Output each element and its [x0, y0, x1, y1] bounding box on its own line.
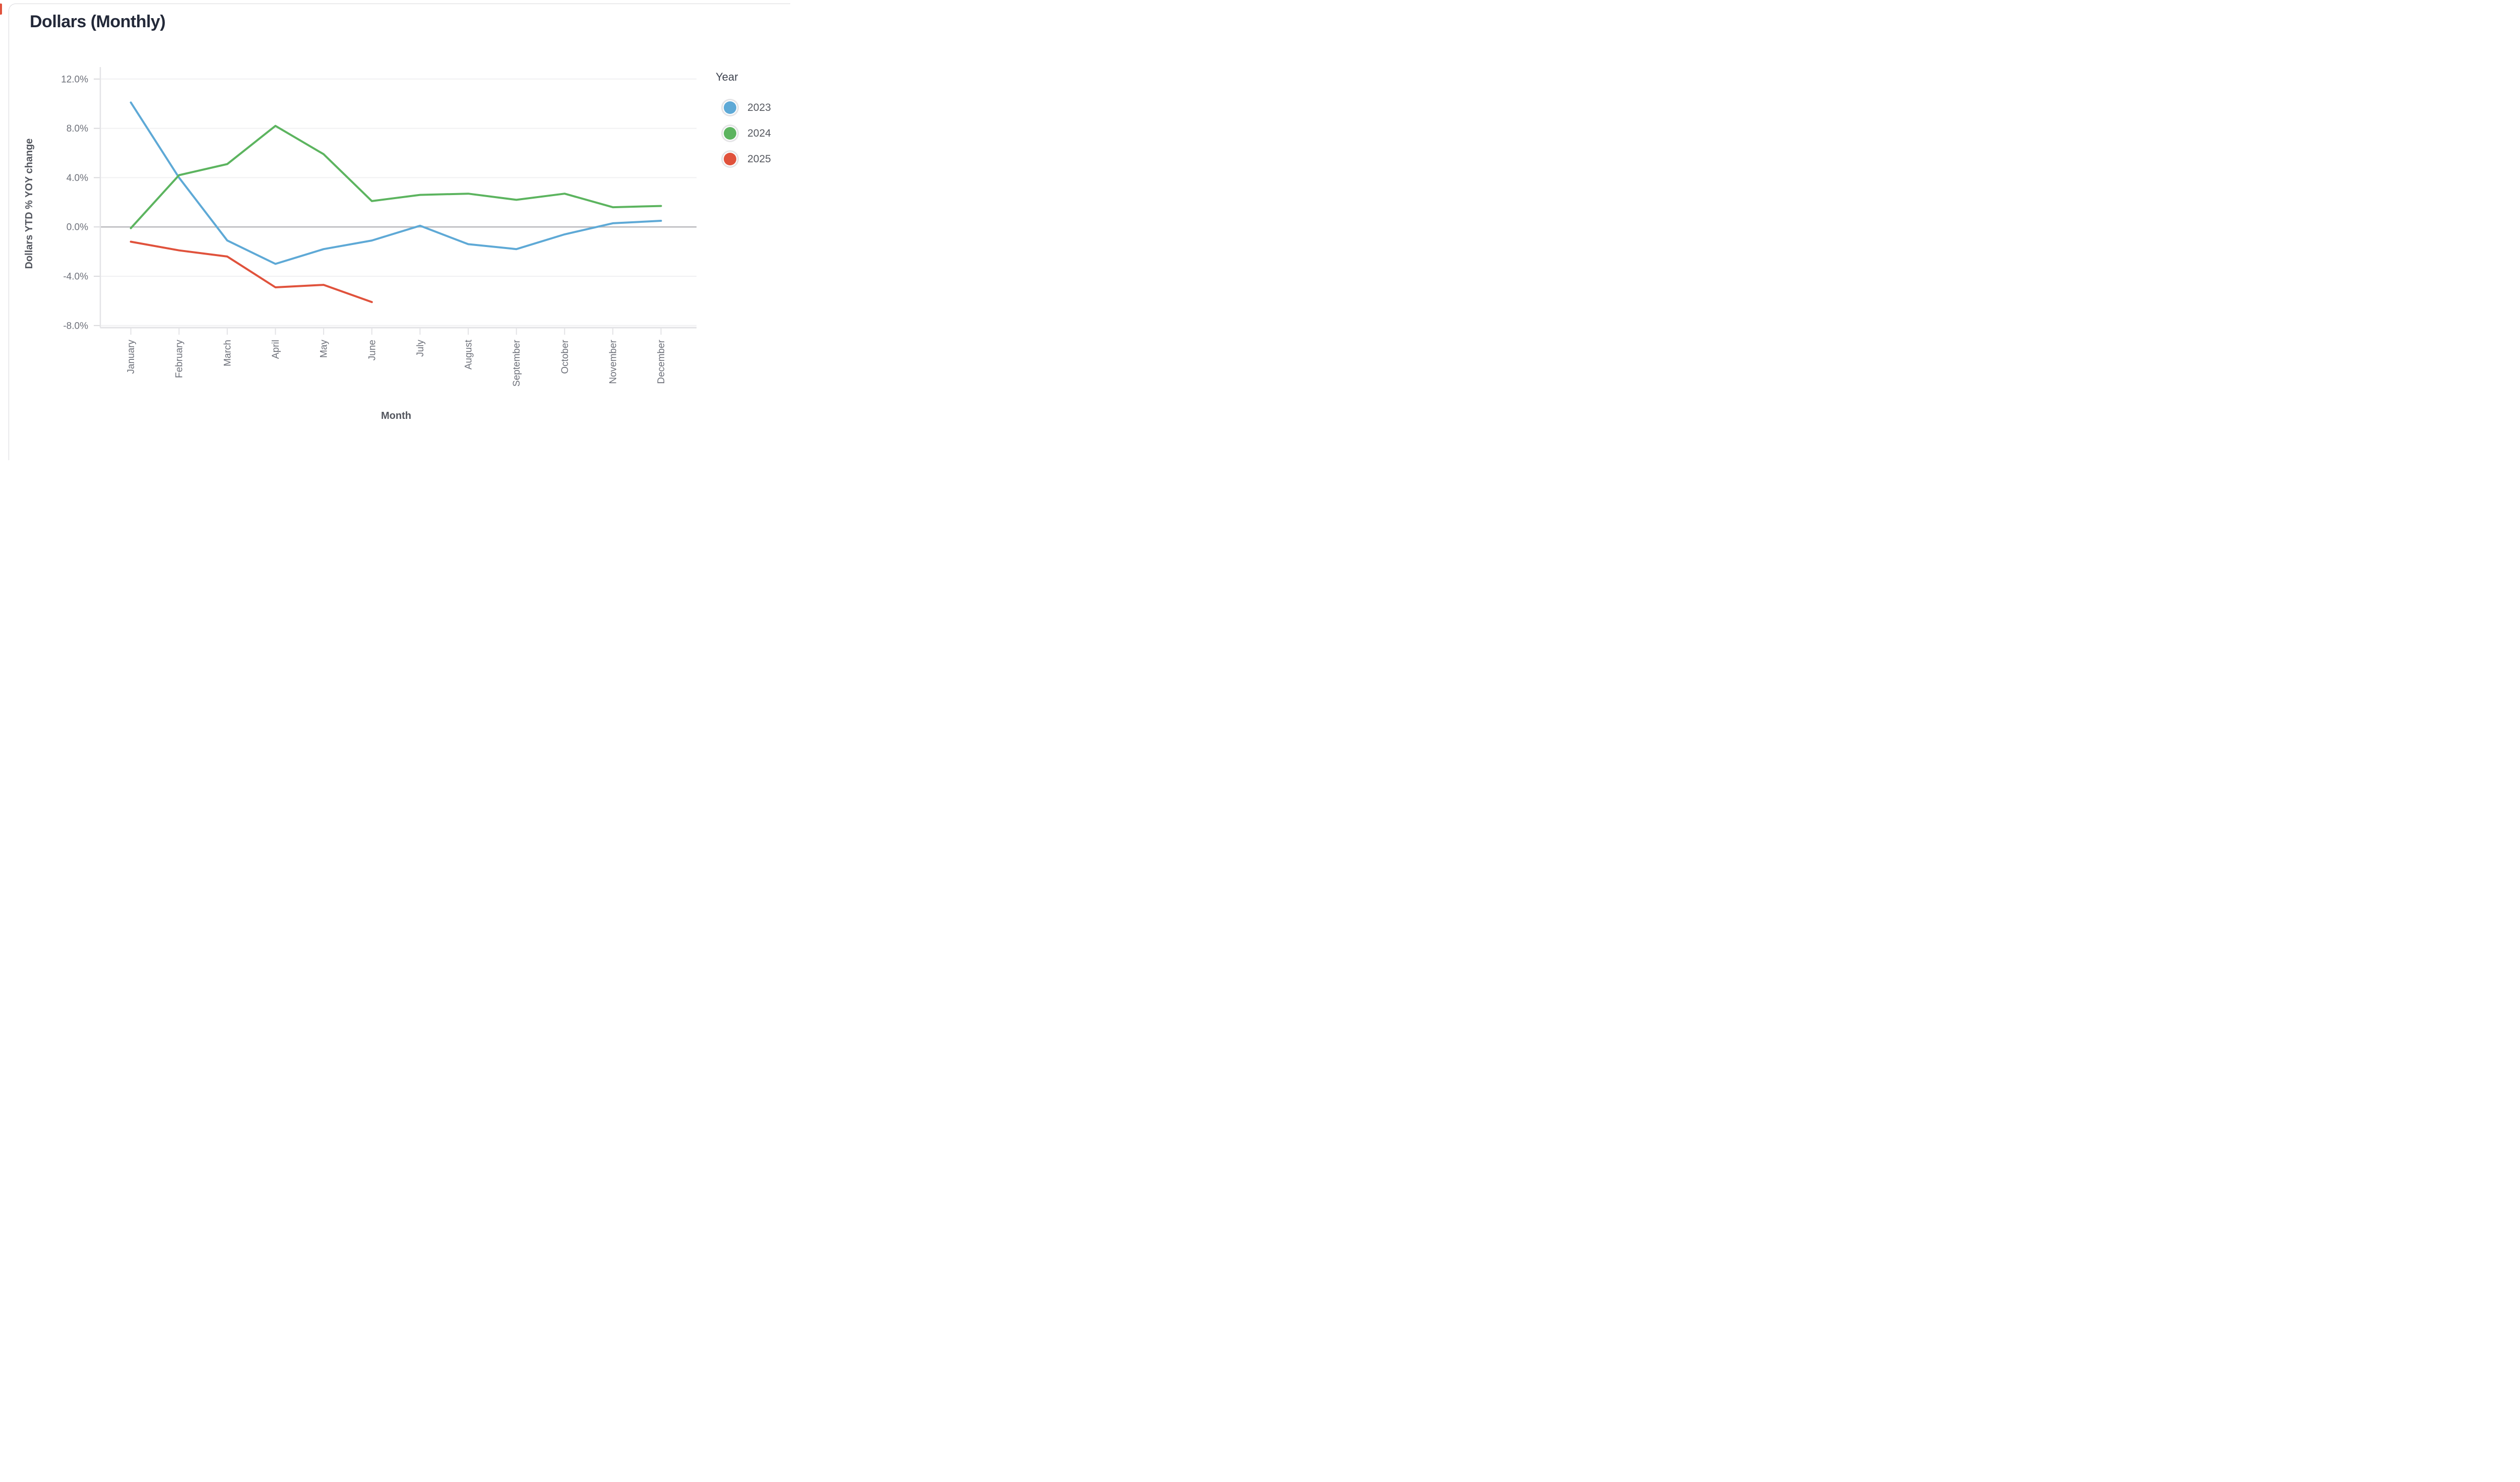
- x-tick-label: December: [656, 339, 667, 384]
- legend-item-2023[interactable]: 2023: [716, 95, 790, 120]
- x-tick-label: August: [464, 339, 474, 369]
- chart-title: Dollars (Monthly): [30, 12, 166, 31]
- chart-legend: Year 2023 2024 2025: [716, 71, 790, 172]
- legend-item-2025[interactable]: 2025: [716, 146, 790, 172]
- y-axis-title: Dollars YTD % YOY change: [24, 139, 35, 269]
- y-tick-label: 4.0%: [67, 173, 88, 183]
- x-tick-label: November: [608, 339, 618, 384]
- x-tick-label: July: [415, 340, 426, 357]
- x-tick-label: September: [512, 339, 522, 387]
- legend-label: 2023: [747, 101, 771, 113]
- x-tick-label: January: [126, 340, 137, 374]
- legend-title: Year: [716, 71, 738, 83]
- x-tick-label: June: [367, 340, 377, 360]
- x-tick-label: October: [560, 339, 571, 374]
- series-line-2024[interactable]: [130, 125, 662, 229]
- x-tick-label: April: [271, 340, 281, 359]
- y-tick-label: 12.0%: [61, 74, 88, 85]
- line-chart: 12.0% 8.0% 4.0% 0.0% -4.0% -8.0% January Februa…: [24, 67, 697, 421]
- x-tick-label: February: [174, 340, 185, 379]
- page-edge-accent: [0, 4, 2, 15]
- x-axis-title: Month: [381, 410, 411, 421]
- x-tick-label: May: [319, 340, 330, 358]
- legend-label: 2024: [747, 127, 771, 139]
- y-tick-label: 0.0%: [67, 222, 88, 233]
- y-tick-label: -4.0%: [63, 272, 88, 282]
- legend-swatch-2024: [724, 127, 736, 140]
- y-tick-label: -8.0%: [63, 321, 88, 331]
- legend-item-2024[interactable]: 2024: [716, 120, 790, 146]
- series-line-2023[interactable]: [130, 101, 662, 265]
- series-line-2025[interactable]: [130, 240, 373, 303]
- y-tick-label: 8.0%: [67, 124, 88, 134]
- legend-swatch-2025: [724, 153, 736, 165]
- legend-swatch-2023: [724, 101, 736, 114]
- x-tick-label: March: [222, 340, 233, 366]
- legend-label: 2025: [747, 153, 771, 165]
